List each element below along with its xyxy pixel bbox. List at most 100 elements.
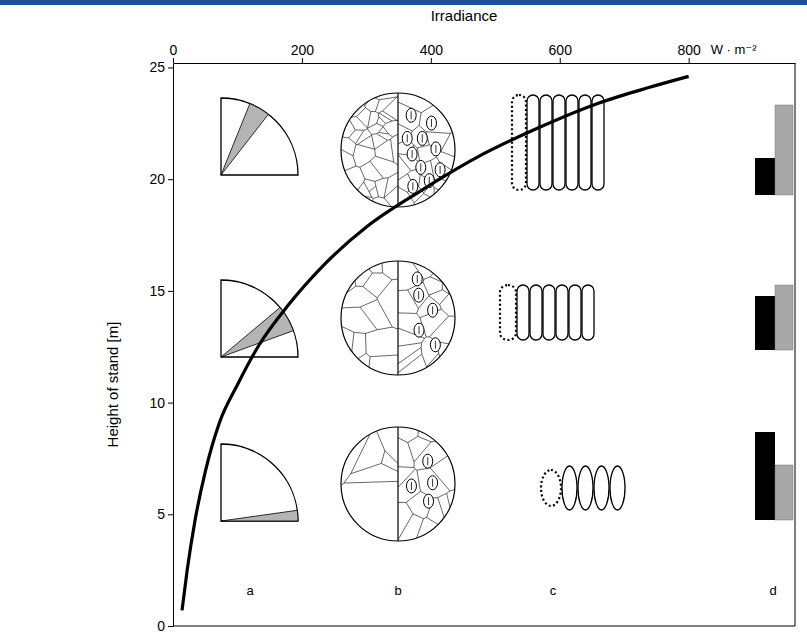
stoma (431, 142, 441, 156)
gray-bar (775, 105, 793, 195)
x-axis-title: Irradiance (431, 7, 498, 24)
divider (397, 427, 398, 541)
shaded-sector (221, 510, 298, 521)
cell (562, 466, 577, 510)
y-tick-mark (168, 626, 173, 627)
cell-network (341, 93, 455, 207)
leaf-angle-icon (221, 444, 298, 521)
leaf-angle-icon (221, 98, 298, 175)
cell-walls (398, 427, 455, 541)
dotted-cell (500, 285, 516, 340)
panel-letter: c (550, 583, 557, 598)
stoma-pore (435, 341, 436, 349)
y-tick-mark (168, 291, 173, 292)
cell-walls (398, 261, 455, 375)
y-tick-label: 5 (157, 506, 165, 522)
unit-label: W · m⁻² (711, 42, 758, 57)
shaded-sector (221, 104, 268, 175)
x-tick-label: 0 (170, 42, 178, 58)
x-tick-mark (689, 58, 690, 63)
y-axis-line (173, 64, 174, 627)
epidermis-outline (341, 427, 455, 541)
stoma-pore (407, 134, 408, 142)
cell-walls (341, 427, 398, 485)
y-tick: 20 (149, 171, 173, 187)
stoma-pore (412, 150, 413, 158)
cell (553, 95, 565, 190)
palisade-icon (541, 466, 625, 510)
cell (543, 285, 555, 340)
stoma-pore (411, 482, 412, 490)
quarter-circle (221, 98, 298, 175)
x-tick-mark (560, 58, 561, 63)
stoma-pore (432, 479, 433, 487)
stoma (430, 338, 440, 352)
cell-network (341, 261, 455, 375)
cell (578, 466, 593, 510)
palisade-icon (500, 285, 594, 340)
dotted-cell (512, 95, 526, 190)
frame-right (795, 63, 796, 626)
stoma-pore (428, 497, 429, 505)
curve (182, 76, 689, 610)
palisade-icon (512, 95, 604, 190)
epidermis-outline (341, 261, 455, 375)
stoma (407, 147, 417, 161)
x-tick-mark (431, 58, 432, 63)
stoma (414, 323, 424, 337)
stoma (406, 479, 416, 493)
y-tick-mark (168, 67, 173, 68)
stoma (417, 131, 427, 145)
chart: 02004006008000510152025IrradianceHeight … (0, 0, 807, 643)
y-tick: 5 (157, 506, 173, 522)
plot-area (182, 76, 689, 610)
stoma-pore (418, 291, 419, 299)
cell-network (341, 427, 455, 541)
cell (527, 95, 539, 190)
cell (592, 95, 604, 190)
stoma-pore (435, 145, 436, 153)
stoma-pore (420, 163, 421, 171)
stoma (426, 116, 436, 130)
cell (594, 466, 609, 510)
y-tick-label: 0 (157, 618, 165, 634)
stoma-pore (419, 326, 420, 334)
ratio-icon (755, 432, 793, 520)
stoma-pore (412, 182, 413, 190)
cell (569, 285, 581, 340)
panel-letter: a (246, 583, 254, 598)
cell-walls (341, 93, 398, 207)
cell (517, 285, 529, 340)
epidermis-outline (341, 93, 455, 207)
stoma (428, 303, 438, 317)
x-axis-line (174, 63, 796, 64)
y-tick-label: 25 (149, 59, 165, 75)
cell (540, 95, 552, 190)
cell (582, 285, 594, 340)
epidermis-icon (341, 261, 455, 375)
background (0, 0, 807, 643)
x-tick: 400 (420, 42, 444, 63)
x-tick-label: 400 (420, 42, 444, 58)
stoma (435, 163, 445, 177)
stoma (414, 288, 424, 302)
x-tick-mark (302, 58, 303, 63)
stoma (406, 108, 416, 122)
y-tick: 25 (149, 59, 173, 75)
stoma-pore (432, 306, 433, 314)
y-tick-mark (168, 403, 173, 404)
x-tick-label: 200 (291, 42, 315, 58)
stoma-pore (422, 134, 423, 142)
x-tick: 0 (170, 42, 178, 63)
stoma (412, 272, 422, 286)
ratio-icon (755, 105, 793, 195)
black-bar (755, 432, 775, 520)
y-tick-label: 20 (149, 171, 165, 187)
black-bar (755, 296, 775, 350)
y-tick-mark (168, 179, 173, 180)
ratio-icon (755, 285, 793, 350)
cell (556, 285, 568, 340)
epidermis-icon (341, 427, 455, 541)
cell (610, 466, 625, 510)
gray-bar (775, 465, 793, 520)
